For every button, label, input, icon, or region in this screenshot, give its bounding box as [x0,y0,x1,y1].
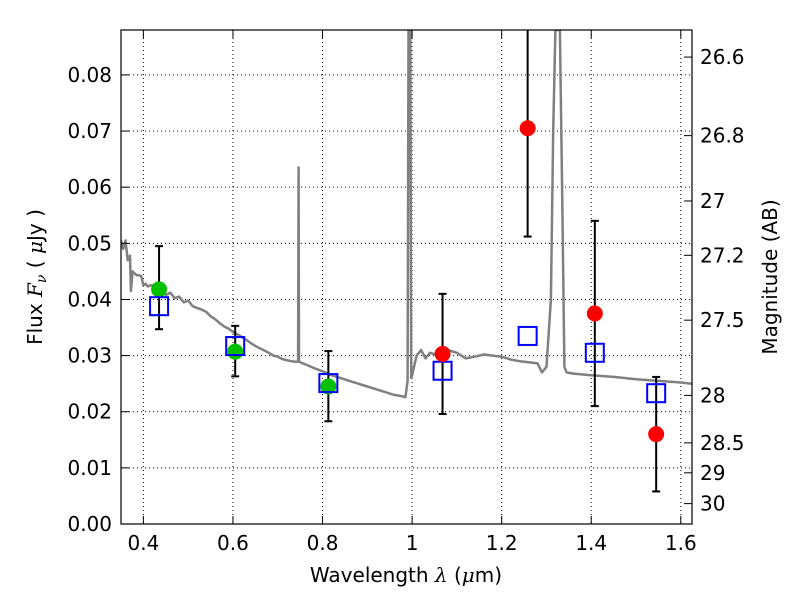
data-points [149,120,667,443]
x-tick-label: 0.4 [127,531,159,555]
y-tick-label: 0.08 [67,63,112,87]
observed-point-green [320,378,337,395]
y-axis-label: Flux Fν ( μJy ) [23,209,50,345]
y-tick-label: 0.04 [67,287,112,311]
observed-point-red [586,305,603,322]
observed-point-green [227,343,244,360]
grid [121,30,692,525]
right-tick-label: 27.2 [700,243,745,267]
observed-point-red [519,120,536,137]
right-tick-label: 28.5 [700,431,745,455]
y-tick-label: 0.07 [67,119,112,143]
y-tick-label: 0.00 [67,512,112,536]
sed-model-line [121,30,692,399]
right-tick-label: 28 [700,383,725,407]
right-tick-label: 26.6 [700,45,745,69]
observed-point-green [151,281,168,298]
x-tick-label: 1 [406,531,419,555]
x-tick-label: 1.4 [575,531,607,555]
y-tick-label: 0.01 [67,456,112,480]
right-tick-label: 29 [700,461,725,485]
model-flux-square [149,296,170,317]
model-flux-square [225,336,246,357]
plot-frame [120,29,693,525]
right-tick-label: 27 [700,189,725,213]
x-axis-label: Wavelength λ (μm) [310,563,502,587]
y-tick-label: 0.02 [67,400,112,424]
right-tick-label: 30 [700,492,725,516]
tick-labels: 0.4 0.6 0.8 1 1.2 1.4 1.6 0.00 0.01 0.02 0.03 0.04 0… [67,45,744,555]
model-flux-square [318,373,339,394]
axes-border [120,29,693,525]
y-tick-label: 0.05 [67,231,112,255]
model-flux-square [517,325,538,346]
sed-model-curve [121,30,692,399]
x-tick-label: 1.6 [665,531,697,555]
model-flux-square [646,383,667,404]
x-tick-label: 1.2 [486,531,518,555]
x-tick-label: 0.6 [217,531,249,555]
right-tick-label: 27.5 [700,308,745,332]
right-axis-label: Magnitude (AB) [758,199,782,354]
y-tick-label: 0.03 [67,344,112,368]
observed-point-red [434,345,451,362]
model-flux-square [584,342,605,363]
x-tick-label: 0.8 [307,531,339,555]
observed-point-red [648,426,665,443]
y-tick-label: 0.06 [67,175,112,199]
right-tick-label: 26.8 [700,124,745,148]
